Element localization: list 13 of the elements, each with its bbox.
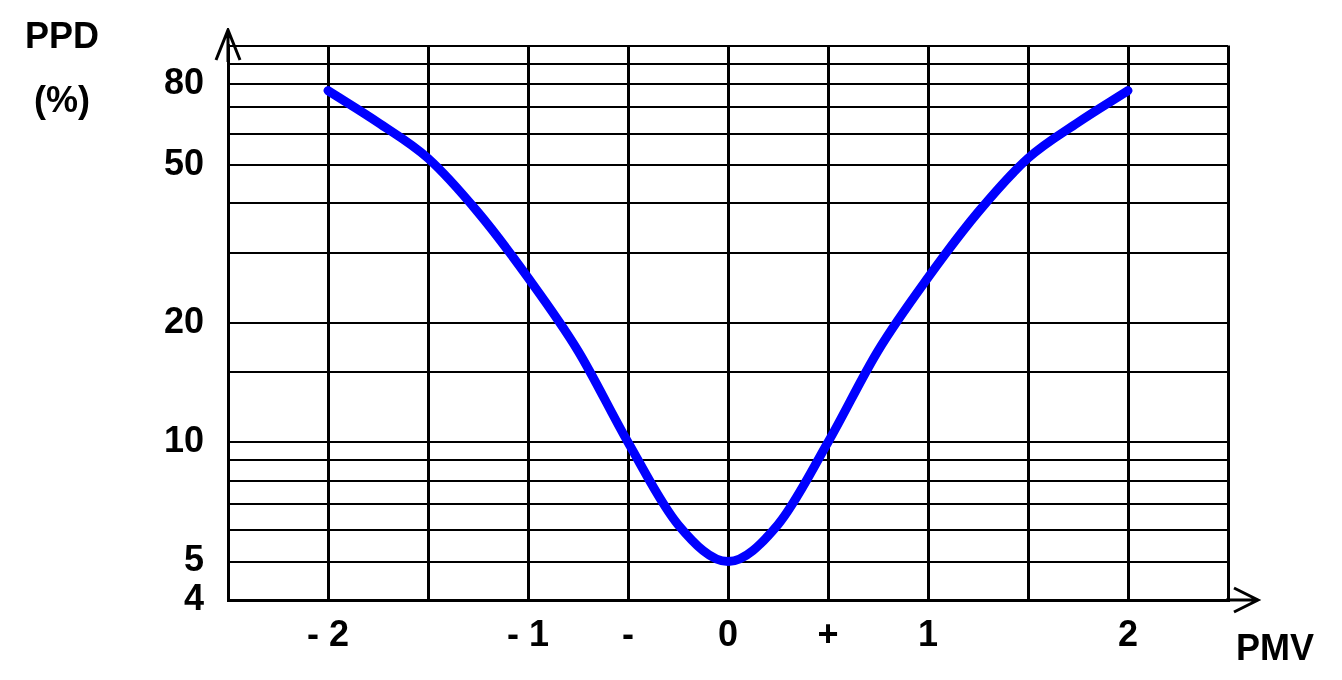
x-tick-label: - 2 [306, 612, 350, 654]
y-tick-label: 80 [163, 60, 204, 102]
x-tick-label: 0 [717, 612, 739, 654]
x-tick-label: 2 [1117, 612, 1139, 654]
y-tick-label: 20 [163, 299, 204, 341]
x-axis-title: PMV [1235, 626, 1315, 668]
y-axis-title: PPD (%) [24, 14, 100, 120]
x-tick-label: - 1 [506, 612, 550, 654]
x-tick-label: 1 [917, 612, 939, 654]
x-tick-label: - [622, 612, 634, 654]
y-tick-label: 50 [163, 141, 204, 183]
x-tick-label: + [817, 612, 839, 654]
y-tick-label: 10 [163, 419, 204, 461]
